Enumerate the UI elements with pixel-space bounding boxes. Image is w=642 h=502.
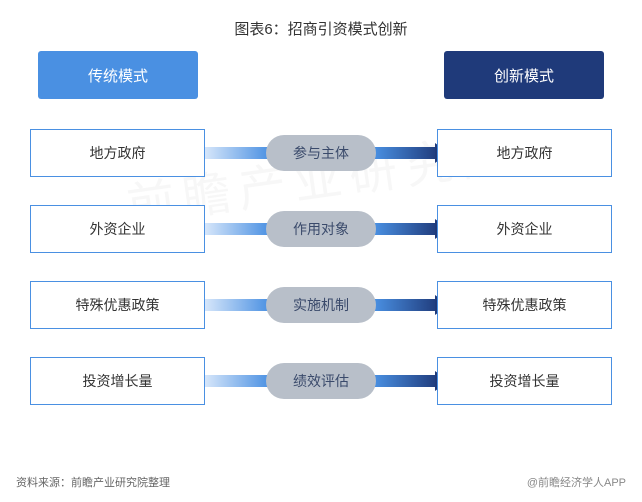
right-box: 特殊优惠政策 — [437, 281, 612, 329]
gradient-bar-left — [205, 299, 270, 311]
comparison-row: 特殊优惠政策 实施机制 特殊优惠政策 — [30, 281, 612, 329]
comparison-row: 投资增长量 绩效评估 投资增长量 — [30, 357, 612, 405]
left-box: 特殊优惠政策 — [30, 281, 205, 329]
left-box: 地方政府 — [30, 129, 205, 177]
header-row: 传统模式 创新模式 — [30, 51, 612, 99]
category-pill: 绩效评估 — [266, 363, 376, 399]
source-text: 资料来源：前瞻产业研究院整理 — [16, 474, 170, 490]
comparison-row: 外资企业 作用对象 外资企业 — [30, 205, 612, 253]
middle-area: 绩效评估 — [205, 357, 437, 405]
arrow-bar-right — [374, 299, 439, 311]
middle-area: 作用对象 — [205, 205, 437, 253]
arrow-bar-right — [374, 223, 439, 235]
right-box: 地方政府 — [437, 129, 612, 177]
arrow-bar-right — [374, 147, 439, 159]
rows-container: 地方政府参与主体地方政府外资企业作用对象外资企业特殊优惠政策实施机制特殊优惠政策… — [30, 129, 612, 405]
middle-area: 参与主体 — [205, 129, 437, 177]
gradient-bar-left — [205, 223, 270, 235]
category-pill: 实施机制 — [266, 287, 376, 323]
gradient-bar-left — [205, 147, 270, 159]
right-box: 投资增长量 — [437, 357, 612, 405]
brand-text: @前瞻经济学人APP — [527, 474, 626, 490]
arrow-bar-right — [374, 375, 439, 387]
chart-title: 图表6：招商引资模式创新 — [0, 0, 642, 51]
header-traditional: 传统模式 — [38, 51, 198, 99]
gradient-bar-left — [205, 375, 270, 387]
diagram-content: 传统模式 创新模式 地方政府 参与主体 地方政府外资企业 作用对象 外资企业特殊优惠政策… — [0, 51, 642, 405]
left-box: 投资增长量 — [30, 357, 205, 405]
left-box: 外资企业 — [30, 205, 205, 253]
middle-area: 实施机制 — [205, 281, 437, 329]
right-box: 外资企业 — [437, 205, 612, 253]
category-pill: 作用对象 — [266, 211, 376, 247]
category-pill: 参与主体 — [266, 135, 376, 171]
comparison-row: 地方政府 参与主体 地方政府 — [30, 129, 612, 177]
header-innovation: 创新模式 — [444, 51, 604, 99]
